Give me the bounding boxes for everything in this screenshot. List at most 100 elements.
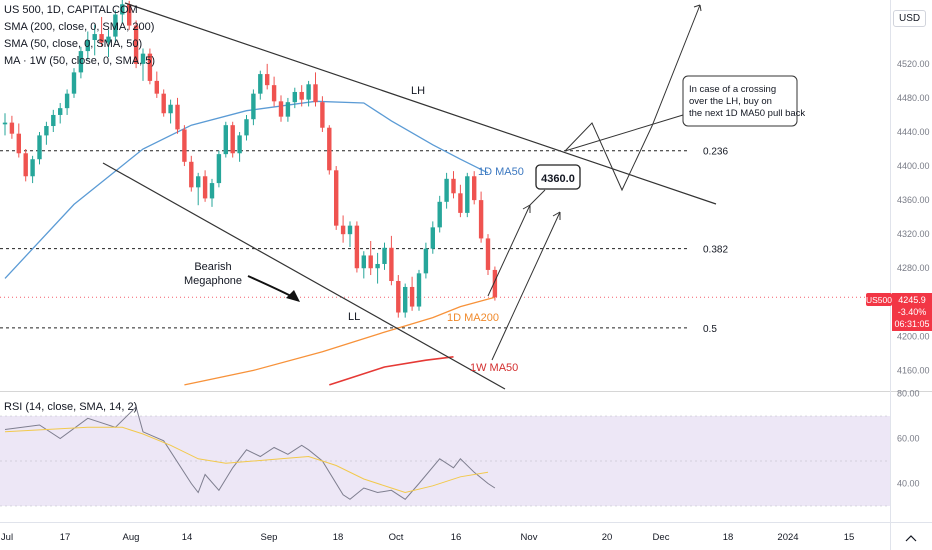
candle[interactable] <box>403 283 408 318</box>
candle[interactable] <box>258 70 263 100</box>
candle-body <box>30 159 35 177</box>
indicator-ma-1w[interactable]: MA · 1W (50, close, 0, SMA, 5) <box>4 55 155 67</box>
candle[interactable] <box>223 121 228 158</box>
candle-body <box>223 125 228 155</box>
candle-body <box>403 286 408 313</box>
candle[interactable] <box>64 89 70 115</box>
candle[interactable] <box>430 221 435 254</box>
indicator-sma200[interactable]: SMA (200, close, 0, SMA, 200) <box>4 21 155 33</box>
candle[interactable] <box>451 171 456 199</box>
time-tick-label: 16 <box>451 532 462 543</box>
candle[interactable] <box>271 76 277 107</box>
candle[interactable] <box>2 113 8 136</box>
candle[interactable] <box>113 10 118 43</box>
candle[interactable] <box>444 172 449 209</box>
candle[interactable] <box>189 155 194 192</box>
candle-body <box>437 201 442 228</box>
candle[interactable] <box>23 149 28 182</box>
candle[interactable] <box>120 0 125 23</box>
candle[interactable] <box>78 46 84 79</box>
candle[interactable] <box>347 221 353 247</box>
candle[interactable] <box>492 266 498 301</box>
rsi-indicator-label[interactable]: RSI (14, close, SMA, 14, 2) <box>4 401 138 413</box>
candle[interactable] <box>299 85 304 107</box>
candle[interactable] <box>396 275 401 318</box>
target-pointer <box>529 189 546 206</box>
time-tick-label: 2024 <box>777 532 798 543</box>
candle[interactable] <box>244 114 249 141</box>
candle[interactable] <box>209 178 215 207</box>
candle[interactable] <box>306 80 311 107</box>
candle[interactable] <box>409 276 415 311</box>
currency-label[interactable]: USD <box>893 10 927 27</box>
candle[interactable] <box>154 71 159 98</box>
candle-body <box>382 247 387 264</box>
candle[interactable] <box>320 96 325 132</box>
candle[interactable] <box>423 242 429 279</box>
candle[interactable] <box>361 251 366 279</box>
candle[interactable] <box>278 95 284 122</box>
candle[interactable] <box>127 0 132 30</box>
candle[interactable] <box>106 29 111 58</box>
price-badge-symbol-bg <box>866 293 892 306</box>
price-badge-bg <box>892 293 932 331</box>
candle-body <box>271 85 277 102</box>
candle[interactable] <box>99 17 104 47</box>
candle[interactable] <box>58 103 63 124</box>
candle[interactable] <box>382 242 387 270</box>
candle[interactable] <box>9 115 15 139</box>
candle-body <box>51 114 56 127</box>
time-tick-label: 14 <box>182 532 193 543</box>
candle[interactable] <box>478 191 484 243</box>
candle[interactable] <box>182 125 187 167</box>
candle[interactable] <box>168 99 173 124</box>
candle[interactable] <box>161 89 166 117</box>
candle[interactable] <box>389 235 394 286</box>
candle[interactable] <box>230 121 235 158</box>
candle[interactable] <box>51 109 56 132</box>
candle[interactable] <box>85 31 90 60</box>
candle[interactable] <box>147 48 153 85</box>
candle[interactable] <box>485 234 491 276</box>
candle-body <box>361 255 366 269</box>
candle[interactable] <box>458 184 463 218</box>
candle[interactable] <box>375 252 380 284</box>
candle[interactable] <box>340 215 346 243</box>
candle[interactable] <box>251 89 256 126</box>
candle[interactable] <box>285 97 291 122</box>
time-tick-label: Aug <box>123 532 140 543</box>
legend: US 500, 1D, CAPITALCOM SMA (200, close, … <box>4 2 155 70</box>
candle[interactable] <box>92 24 97 56</box>
candle[interactable] <box>313 72 318 107</box>
candle[interactable] <box>416 269 422 311</box>
candles[interactable] <box>2 0 498 318</box>
candle-body <box>2 122 8 125</box>
candle[interactable] <box>71 68 77 98</box>
candle[interactable] <box>334 166 339 230</box>
candle[interactable] <box>133 20 139 69</box>
indicator-sma50[interactable]: SMA (50, close, 0, SMA, 50) <box>4 38 143 50</box>
candle[interactable] <box>216 150 222 188</box>
candle[interactable] <box>292 87 297 109</box>
candle[interactable] <box>16 123 21 158</box>
ma50-1w-label: 1W MA50 <box>470 362 518 374</box>
candle[interactable] <box>354 221 360 273</box>
callout-text: over the LH, buy on <box>689 96 772 107</box>
candle[interactable] <box>368 240 373 276</box>
candle[interactable] <box>175 97 180 134</box>
candle[interactable] <box>437 195 442 233</box>
candle[interactable] <box>140 48 146 81</box>
candle[interactable] <box>37 131 42 165</box>
candle[interactable] <box>465 172 470 218</box>
candle[interactable] <box>472 171 477 205</box>
candle[interactable] <box>237 131 242 162</box>
candle[interactable] <box>196 172 201 206</box>
symbol-title: US 500, 1D, CAPITALCOM <box>4 4 138 16</box>
candle[interactable] <box>265 63 270 90</box>
candle[interactable] <box>202 170 208 202</box>
callout-pointer <box>564 114 684 152</box>
candle[interactable] <box>30 155 35 184</box>
candle[interactable] <box>327 125 332 175</box>
candle[interactable] <box>44 121 49 145</box>
